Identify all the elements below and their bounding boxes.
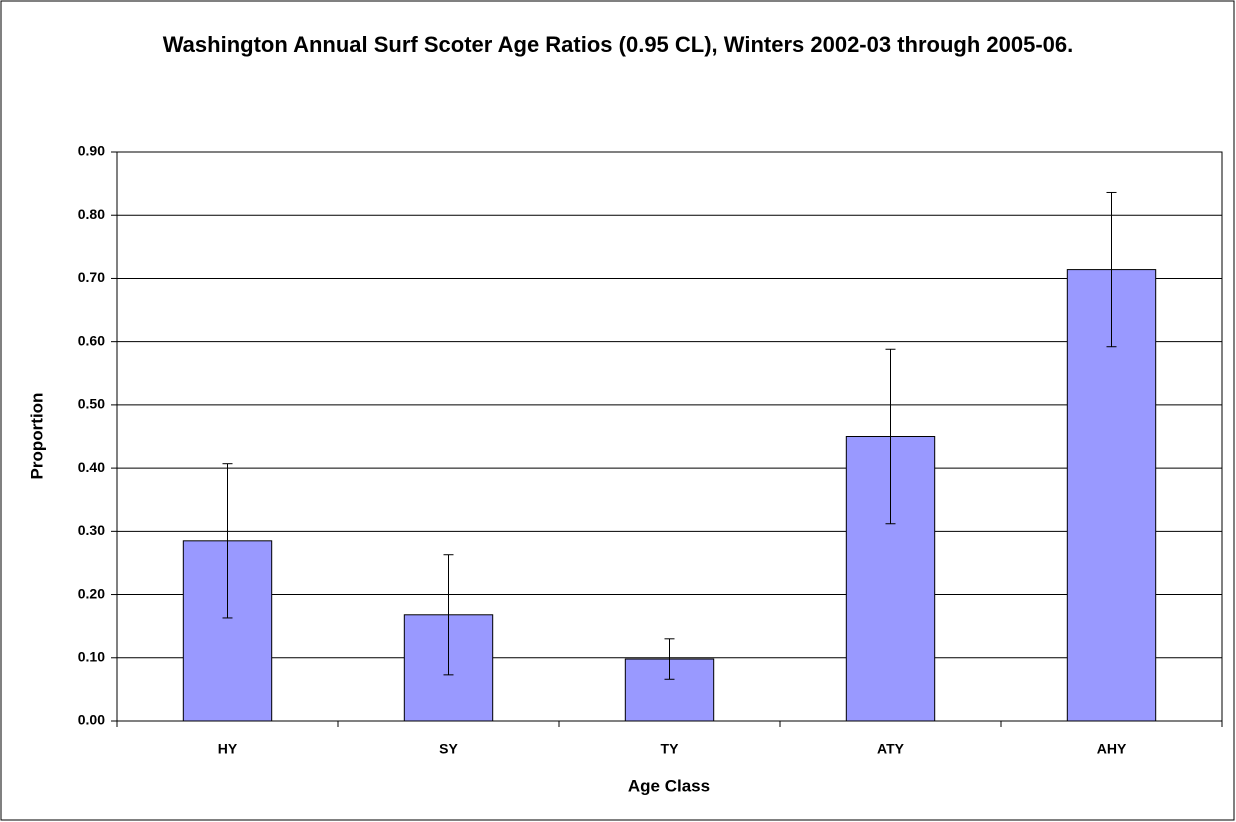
error-bar — [885, 348, 896, 525]
error-bar — [664, 638, 675, 680]
x-tick-label: SY — [439, 741, 458, 757]
y-tick-label: 0.50 — [78, 396, 105, 412]
chart-title: Washington Annual Surf Scoter Age Ratios… — [162, 32, 1074, 57]
x-axis-title: Age Class — [628, 776, 710, 795]
x-tick-label: TY — [661, 741, 680, 757]
error-bar — [1106, 191, 1117, 348]
x-tick-label: AHY — [1097, 741, 1127, 757]
y-tick-label: 0.60 — [78, 332, 105, 348]
y-tick-label: 0.10 — [78, 648, 105, 664]
y-tick-label: 0.70 — [78, 269, 105, 285]
y-tick-label: 0.80 — [78, 206, 105, 222]
y-axis-title: Proportion — [27, 393, 46, 480]
y-tick-label: 0.30 — [78, 522, 105, 538]
x-tick-label: ATY — [877, 741, 905, 757]
y-tick-label: 0.00 — [78, 712, 105, 728]
error-bar — [443, 554, 454, 676]
plot-area — [116, 151, 1223, 722]
y-tick-label: 0.40 — [78, 459, 105, 475]
y-tick-label: 0.20 — [78, 585, 105, 601]
x-tick-label: HY — [218, 741, 238, 757]
y-tick-label: 0.90 — [78, 143, 105, 159]
error-bar — [222, 463, 233, 619]
